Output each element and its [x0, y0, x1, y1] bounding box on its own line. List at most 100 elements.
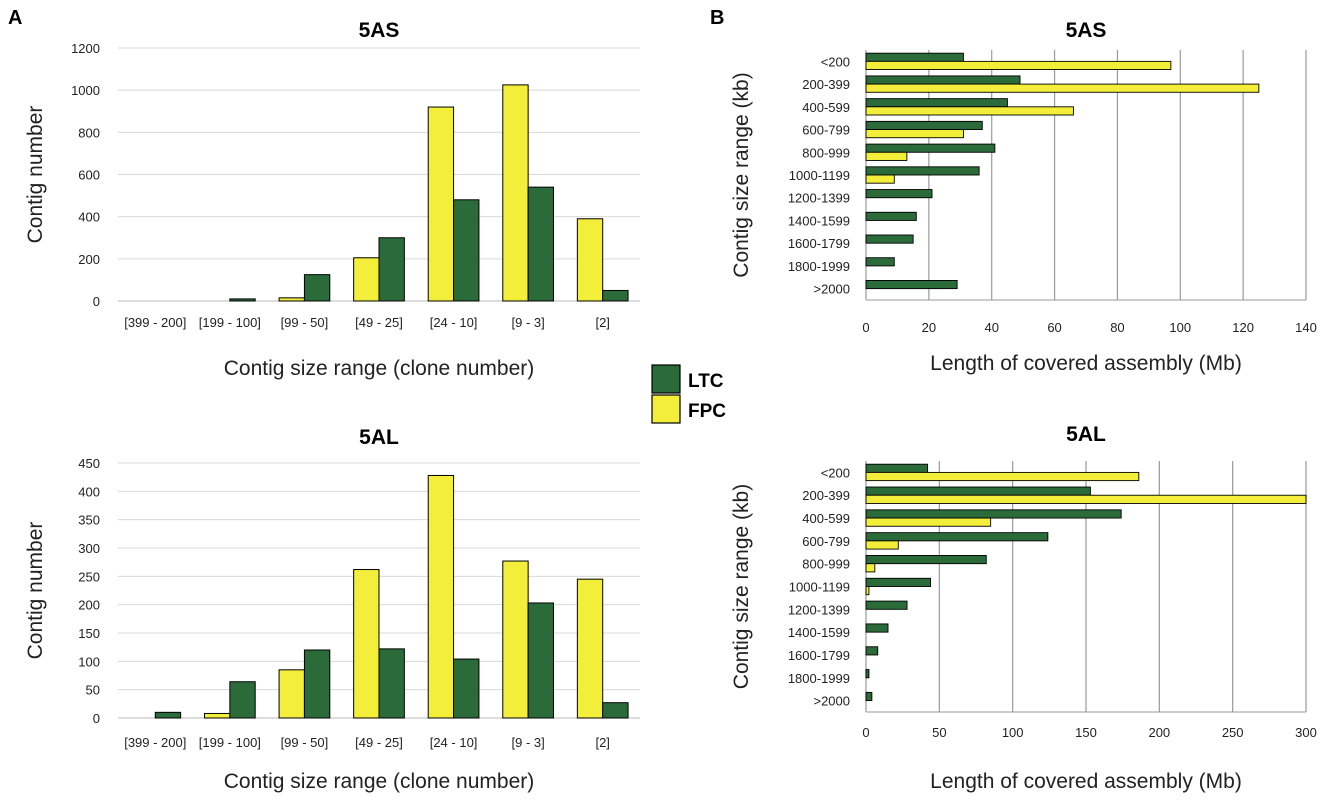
x-tick-label: 0	[862, 320, 869, 335]
bar-fpc	[353, 569, 380, 719]
y-tick-label: 0	[93, 294, 100, 309]
x-tick-label: 200	[1148, 725, 1170, 740]
x-tick-label: [49 - 25]	[355, 315, 403, 330]
x-tick-label: 50	[932, 725, 946, 740]
bar-ltc	[229, 298, 256, 302]
y-tick-label: 150	[78, 626, 100, 641]
bar-ltc	[865, 646, 879, 656]
x-tick-label: [2]	[595, 315, 609, 330]
bar-ltc	[865, 211, 917, 221]
y-tick-label: 100	[78, 654, 100, 669]
bar-fpc	[865, 83, 1260, 93]
bar-fpc	[865, 517, 992, 527]
bar-fpc	[576, 218, 604, 302]
x-axis-label: Contig size range (clone number)	[224, 357, 535, 380]
x-tick-label: [24 - 10]	[430, 315, 478, 330]
y-tick-label: 1200-1399	[788, 191, 850, 206]
x-tick-label: [49 - 25]	[355, 735, 403, 750]
y-tick-label: 0	[93, 711, 100, 726]
bar-fpc	[865, 151, 908, 161]
bar-ltc	[865, 691, 873, 702]
bar-fpc	[865, 60, 1172, 70]
x-axis-label: Length of covered assembly (Mb)	[930, 352, 1242, 375]
bar-fpc	[865, 540, 899, 550]
bar-fpc	[865, 563, 876, 573]
x-tick-label: 40	[984, 320, 998, 335]
panel-label-a: A	[8, 7, 22, 29]
bar-fpc	[865, 494, 1307, 504]
chart-5al-covered-assembly: 5AL 0 50 100 150 200 250 300 <200 200-399 400-599 6…	[730, 423, 1317, 793]
bar-ltc	[865, 623, 889, 633]
x-tick-label: [2]	[595, 735, 609, 750]
y-axis-label: Contig size range (kb)	[730, 484, 753, 689]
bar-ltc	[865, 120, 983, 130]
y-tick-label: 1400-1599	[788, 625, 850, 640]
y-tick-label: 1600-1799	[788, 648, 850, 663]
bar-ltc	[865, 463, 929, 473]
y-tick-label: 1400-1599	[788, 213, 850, 228]
bar-ltc	[865, 577, 931, 587]
legend-swatch-ltc	[651, 364, 681, 394]
x-tick-label: 0	[862, 725, 869, 740]
x-axis-label: Contig size range (clone number)	[224, 770, 535, 793]
y-tick-label: <200	[821, 465, 850, 480]
bar-ltc	[303, 649, 331, 719]
y-tick-label: 1600-1799	[788, 236, 850, 251]
x-tick-label: 60	[1047, 320, 1061, 335]
y-tick-label: 1800-1999	[788, 671, 850, 686]
bar-fpc	[865, 174, 895, 184]
y-tick-label: 600-799	[802, 534, 850, 549]
bar-ltc	[865, 486, 1091, 496]
x-tick-label: 100	[1002, 725, 1024, 740]
bar-ltc	[229, 681, 256, 719]
x-tick-label: 120	[1232, 320, 1254, 335]
bar-ltc	[865, 52, 964, 62]
y-tick-label: 200	[78, 252, 100, 267]
bar-ltc	[865, 234, 914, 244]
bar-fpc	[576, 578, 604, 719]
bar-fpc	[865, 106, 1074, 116]
y-tick-label: >2000	[813, 694, 850, 709]
bar-ltc	[378, 648, 405, 719]
bar-ltc	[527, 602, 554, 719]
bar-ltc	[527, 186, 554, 302]
bar-fpc	[502, 84, 529, 302]
bar-fpc	[427, 474, 455, 719]
legend-swatch-fpc	[651, 394, 681, 424]
chart-5as-covered-assembly: 5AS 0 20 40 60 80 100 120 140 <200 200-399 400-599 6…	[730, 19, 1317, 375]
bar-ltc	[303, 274, 331, 302]
y-tick-label: 1000-1199	[789, 580, 850, 595]
y-tick-label: 200-399	[802, 77, 850, 92]
y-tick-label: 1200-1399	[788, 602, 850, 617]
x-tick-label: 300	[1295, 725, 1317, 740]
x-tick-label: [99 - 50]	[281, 735, 329, 750]
y-tick-label: 450	[78, 456, 100, 471]
bar-ltc	[453, 199, 480, 302]
bar-ltc	[865, 280, 958, 290]
y-tick-label: 400	[78, 484, 100, 499]
y-tick-label: 400-599	[802, 511, 850, 526]
bar-fpc	[865, 129, 964, 139]
bar-fpc	[278, 669, 305, 719]
bar-ltc	[865, 143, 996, 153]
x-tick-label: [199 - 100]	[199, 315, 261, 330]
bar-ltc	[865, 509, 1122, 519]
y-tick-label: 50	[86, 683, 100, 698]
bar-ltc	[602, 289, 629, 302]
bar-fpc	[278, 297, 305, 302]
legend-label-ltc: LTC	[688, 371, 724, 392]
bar-ltc	[865, 600, 908, 610]
y-tick-label: 250	[78, 569, 100, 584]
y-tick-label: 1000	[71, 83, 100, 98]
legend-label-fpc: FPC	[688, 401, 726, 422]
x-tick-label: 20	[922, 320, 936, 335]
legend: LTC FPC	[651, 364, 726, 424]
chart-5al-contig-number: 5AL 0 50 100 150 200 250 300 350 400 450 [399 - 200…	[24, 426, 640, 793]
y-tick-label: 200	[78, 598, 100, 613]
y-tick-label: 600-799	[802, 123, 850, 138]
y-tick-label: 200-399	[802, 488, 850, 503]
y-tick-label: 1000-1199	[789, 168, 850, 183]
y-axis-label: Contig number	[24, 106, 47, 244]
x-tick-label: [399 - 200]	[124, 315, 186, 330]
